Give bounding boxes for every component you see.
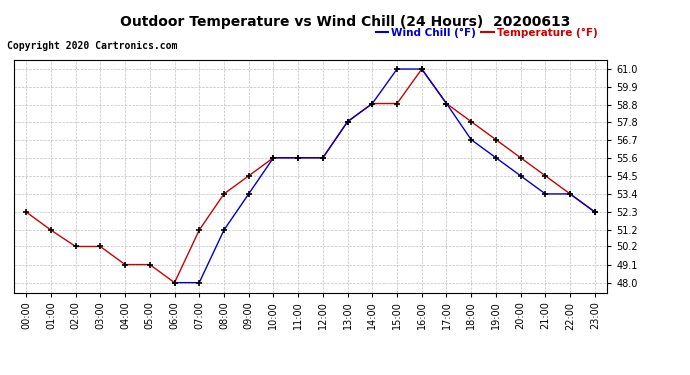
- Text: Outdoor Temperature vs Wind Chill (24 Hours)  20200613: Outdoor Temperature vs Wind Chill (24 Ho…: [120, 15, 570, 29]
- Legend: Wind Chill (°F), Temperature (°F): Wind Chill (°F), Temperature (°F): [372, 23, 602, 42]
- Text: Copyright 2020 Cartronics.com: Copyright 2020 Cartronics.com: [7, 41, 177, 51]
